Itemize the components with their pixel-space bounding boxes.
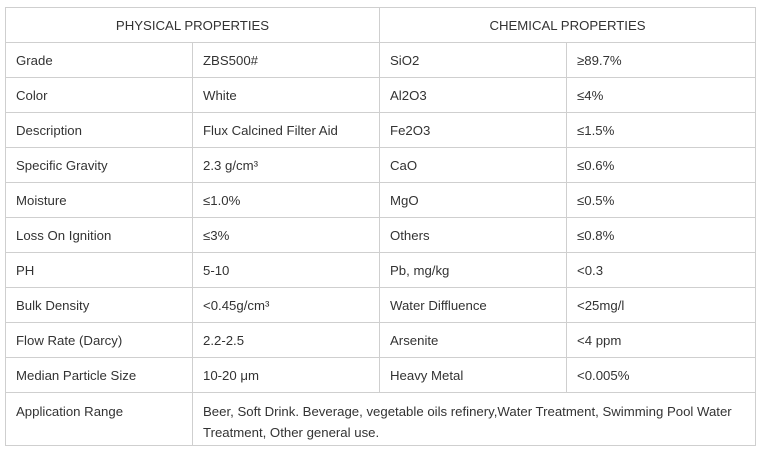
physical-property-value: 5-10	[191, 252, 381, 288]
physical-property-value: ≤1.0%	[191, 182, 381, 218]
table-row: PH 5-10 Pb, mg/kg <0.3	[5, 252, 757, 288]
physical-property-label: Bulk Density	[5, 287, 193, 323]
chemical-property-value: <0.005%	[566, 357, 757, 393]
physical-property-label: Flow Rate (Darcy)	[5, 322, 193, 358]
physical-property-value: 2.3 g/cm³	[191, 147, 381, 183]
physical-property-value: Flux Calcined Filter Aid	[191, 112, 381, 148]
properties-table-container: PHYSICAL PROPERTIES CHEMICAL PROPERTIES …	[4, 7, 757, 446]
physical-property-value: <0.45g/cm³	[191, 287, 381, 323]
chemical-property-label: Water Diffluence	[379, 287, 568, 323]
table-row: Bulk Density <0.45g/cm³ Water Diffluence…	[5, 287, 757, 323]
table-row: Grade ZBS500# SiO2 ≥89.7%	[5, 42, 757, 78]
physical-property-label: Description	[5, 112, 193, 148]
chemical-property-label: Heavy Metal	[379, 357, 568, 393]
physical-properties-header: PHYSICAL PROPERTIES	[4, 7, 381, 43]
table-row: Description Flux Calcined Filter Aid Fe2…	[5, 112, 757, 148]
table-row: Specific Gravity 2.3 g/cm³ CaO ≤0.6%	[5, 147, 757, 183]
physical-property-label: Moisture	[5, 182, 193, 218]
physical-property-value: ≤3%	[191, 217, 381, 253]
table-header-row: PHYSICAL PROPERTIES CHEMICAL PROPERTIES	[4, 7, 757, 43]
chemical-property-value: <4 ppm	[566, 322, 757, 358]
application-range-label: Application Range	[5, 392, 193, 446]
physical-property-label: Loss On Ignition	[5, 217, 193, 253]
chemical-property-label: MgO	[379, 182, 568, 218]
chemical-property-label: Pb, mg/kg	[379, 252, 568, 288]
chemical-property-label: Others	[379, 217, 568, 253]
chemical-property-label: Arsenite	[379, 322, 568, 358]
chemical-properties-header: CHEMICAL PROPERTIES	[379, 7, 757, 43]
application-range-value: Beer, Soft Drink. Beverage, vegetable oi…	[191, 392, 757, 446]
chemical-property-value: ≤0.8%	[566, 217, 757, 253]
physical-property-value: White	[191, 77, 381, 113]
chemical-property-label: SiO2	[379, 42, 568, 78]
chemical-property-value: ≤4%	[566, 77, 757, 113]
physical-property-label: PH	[5, 252, 193, 288]
chemical-property-value: <25mg/l	[566, 287, 757, 323]
physical-property-label: Grade	[5, 42, 193, 78]
chemical-property-label: CaO	[379, 147, 568, 183]
chemical-property-value: <0.3	[566, 252, 757, 288]
properties-table: PHYSICAL PROPERTIES CHEMICAL PROPERTIES …	[4, 7, 757, 446]
chemical-property-value: ≤0.5%	[566, 182, 757, 218]
application-range-row: Application Range Beer, Soft Drink. Beve…	[5, 392, 757, 446]
table-row: Moisture ≤1.0% MgO ≤0.5%	[5, 182, 757, 218]
chemical-property-value: ≤0.6%	[566, 147, 757, 183]
table-row: Loss On Ignition ≤3% Others ≤0.8%	[5, 217, 757, 253]
chemical-property-value: ≥89.7%	[566, 42, 757, 78]
chemical-property-label: Fe2O3	[379, 112, 568, 148]
physical-property-value: 10-20 μm	[191, 357, 381, 393]
chemical-property-value: ≤1.5%	[566, 112, 757, 148]
table-row: Color White Al2O3 ≤4%	[5, 77, 757, 113]
physical-property-label: Color	[5, 77, 193, 113]
table-row: Median Particle Size 10-20 μm Heavy Meta…	[5, 357, 757, 393]
physical-property-value: 2.2-2.5	[191, 322, 381, 358]
physical-property-label: Specific Gravity	[5, 147, 193, 183]
physical-property-label: Median Particle Size	[5, 357, 193, 393]
chemical-property-label: Al2O3	[379, 77, 568, 113]
table-row: Flow Rate (Darcy) 2.2-2.5 Arsenite <4 pp…	[5, 322, 757, 358]
physical-property-value: ZBS500#	[191, 42, 381, 78]
